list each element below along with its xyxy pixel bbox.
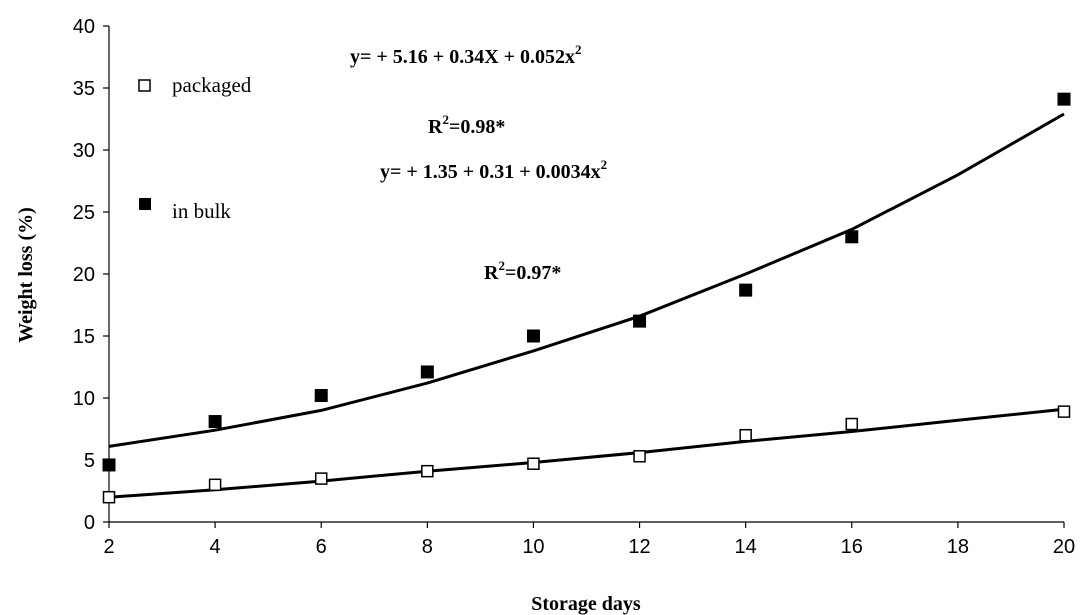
r-squared-in-bulk-value: =0.98*: [449, 116, 505, 138]
trendlines: [108, 112, 1065, 499]
x-tick-label: 12: [628, 536, 650, 558]
equation-packaged-text: y= + 1.35 + 0.31 + 0.0034x: [380, 161, 601, 183]
point-in-bulk: [420, 365, 434, 379]
x-tick-label: 20: [1053, 536, 1075, 558]
equation-packaged: y= + 1.35 + 0.31 + 0.0034x2: [380, 157, 607, 183]
point-packaged: [739, 428, 752, 442]
x-tick-label: 16: [841, 536, 863, 558]
equation-in-bulk: y= + 5.16 + 0.34X + 0.052x2: [350, 42, 582, 68]
point-in-bulk: [633, 314, 647, 328]
data-points: [102, 92, 1071, 504]
r-squared-packaged-value: =0.97*: [505, 262, 561, 284]
y-ticks: 0 5 10 15 20 25 30 35 40: [73, 16, 109, 534]
point-packaged: [208, 478, 222, 492]
x-tick-label: 14: [735, 536, 757, 558]
y-tick-label: 0: [84, 512, 95, 534]
point-packaged: [527, 457, 540, 470]
x-tick-label: 8: [422, 536, 433, 558]
point-in-bulk: [526, 329, 540, 343]
y-tick-label: 20: [73, 264, 95, 286]
equation-packaged-sup: 2: [601, 157, 608, 172]
y-axis-title: Weight loss (%): [15, 207, 37, 343]
trendline-packaged: [108, 407, 1065, 499]
r-squared-in-bulk: R2=0.98*: [428, 112, 505, 138]
point-in-bulk: [314, 389, 328, 403]
y-tick-label: 30: [73, 140, 95, 162]
legend-label-packaged: packaged: [172, 73, 252, 97]
point-in-bulk: [102, 458, 116, 472]
legend-label-in-bulk: in bulk: [172, 199, 231, 223]
x-tick-label: 2: [103, 536, 114, 558]
x-tick-label: 6: [316, 536, 327, 558]
point-packaged: [314, 472, 328, 485]
r-squared-packaged: R2=0.97*: [484, 258, 561, 284]
point-packaged: [421, 464, 434, 478]
legend-marker-in-bulk: [139, 198, 151, 210]
x-tick-label: 4: [210, 536, 221, 558]
equation-annotations: y= + 5.16 + 0.34X + 0.052x2 R2=0.98* y= …: [350, 42, 607, 284]
equation-in-bulk-sup: 2: [575, 42, 582, 57]
point-in-bulk: [1057, 92, 1071, 106]
r-squared-packaged-sup: 2: [498, 258, 505, 273]
equation-in-bulk-text: y= + 5.16 + 0.34X + 0.052x: [350, 46, 575, 68]
axes: [108, 26, 1064, 523]
x-tick-label: 18: [947, 536, 969, 558]
legend-marker-packaged: [138, 79, 151, 92]
x-ticks: 2 4 6 8 10 12 14 16 18 20: [103, 522, 1075, 558]
point-in-bulk: [845, 230, 859, 244]
y-tick-label: 35: [73, 78, 95, 100]
point-packaged: [1057, 405, 1071, 418]
point-in-bulk: [208, 415, 222, 429]
point-packaged: [845, 417, 859, 431]
trendline-in-bulk: [108, 112, 1065, 448]
x-axis-title: Storage days: [531, 593, 641, 615]
y-tick-label: 25: [73, 202, 95, 224]
r-squared-in-bulk-sup: 2: [442, 112, 449, 127]
y-tick-label: 40: [73, 16, 95, 38]
legend: packaged in bulk: [138, 73, 252, 223]
point-packaged: [633, 450, 646, 463]
y-tick-label: 10: [73, 388, 95, 410]
y-tick-label: 5: [84, 450, 95, 472]
r-squared-packaged-r: R: [484, 262, 499, 284]
x-tick-label: 10: [522, 536, 544, 558]
point-packaged: [102, 490, 116, 504]
point-in-bulk: [739, 283, 753, 297]
y-tick-label: 15: [73, 326, 95, 348]
r-squared-in-bulk-r: R: [428, 116, 443, 138]
